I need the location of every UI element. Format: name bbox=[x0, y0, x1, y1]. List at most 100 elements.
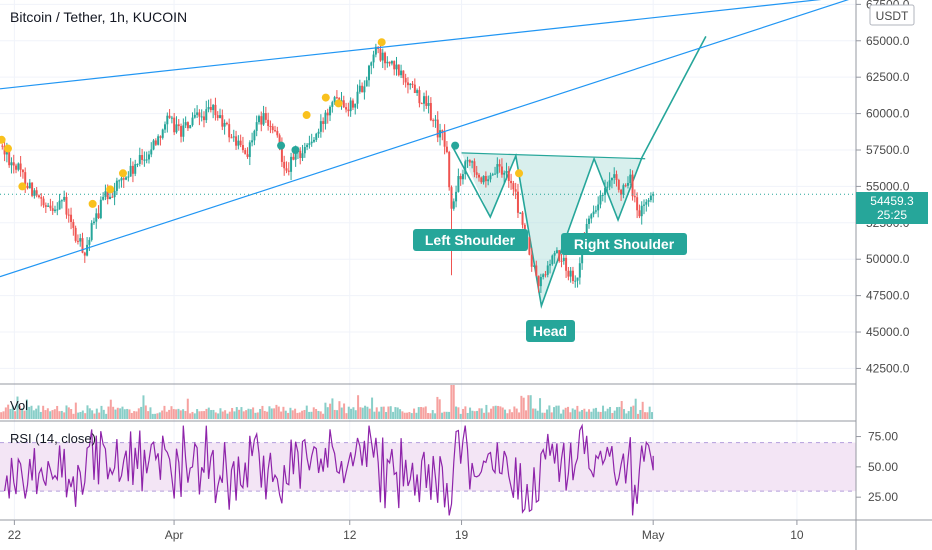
candle-body bbox=[244, 150, 247, 155]
currency-badge[interactable]: USDT bbox=[869, 4, 915, 26]
candle-body bbox=[384, 52, 387, 64]
volume-bar bbox=[242, 411, 245, 419]
rsi-label[interactable]: RSI (14, close) bbox=[10, 431, 96, 446]
volume-bar bbox=[252, 407, 255, 419]
candle-body bbox=[459, 176, 462, 180]
candle-body bbox=[33, 190, 36, 196]
price-tick-label: 42500.0 bbox=[866, 361, 910, 375]
candle-body bbox=[620, 189, 623, 195]
event-markers[interactable] bbox=[0, 38, 524, 208]
candle-body bbox=[175, 124, 178, 133]
volume-bar bbox=[25, 399, 28, 419]
candle-body bbox=[180, 126, 183, 137]
volume-bar bbox=[513, 406, 516, 419]
candle-body bbox=[198, 112, 201, 117]
wedge-trendlines[interactable] bbox=[0, 0, 856, 278]
event-marker-dot bbox=[106, 185, 115, 194]
volume-bar bbox=[392, 411, 395, 419]
volume-bar bbox=[221, 411, 224, 419]
left-shoulder-label[interactable]: Left Shoulder bbox=[413, 229, 528, 251]
candle-body bbox=[60, 200, 63, 202]
candle-body bbox=[65, 196, 68, 215]
volume-bar bbox=[284, 410, 287, 419]
volume-bar bbox=[420, 406, 423, 419]
head-label[interactable]: Head bbox=[526, 320, 575, 342]
time-tick-label: 19 bbox=[455, 528, 469, 542]
trendline bbox=[0, 0, 822, 90]
candle-body bbox=[40, 197, 43, 199]
volume-bar bbox=[128, 409, 131, 419]
head-and-shoulders-pattern[interactable] bbox=[451, 36, 707, 309]
candle-body bbox=[161, 129, 164, 138]
volume-bar bbox=[483, 412, 486, 419]
volume-bar bbox=[100, 405, 103, 419]
candle-body bbox=[17, 163, 20, 170]
volume-bar bbox=[368, 408, 371, 419]
candle-body bbox=[649, 195, 652, 201]
volume-bar bbox=[53, 409, 56, 419]
volume-bar bbox=[186, 398, 189, 419]
candle-body bbox=[99, 199, 102, 219]
candle-body bbox=[604, 187, 607, 195]
candle-body bbox=[372, 54, 375, 63]
volume-bar bbox=[70, 409, 73, 419]
volume-bar bbox=[473, 411, 476, 419]
candle-body bbox=[494, 173, 497, 175]
candle-body bbox=[422, 96, 425, 104]
candle-body bbox=[370, 62, 373, 66]
price-tick-label: 60000.0 bbox=[866, 107, 910, 121]
candle-body bbox=[608, 180, 611, 187]
candle-body bbox=[143, 159, 146, 161]
candle-body bbox=[15, 165, 18, 170]
candle-body bbox=[74, 227, 77, 241]
volume-bar bbox=[112, 406, 115, 419]
right-shoulder-label[interactable]: Right Shoulder bbox=[561, 233, 687, 255]
candle-body bbox=[553, 253, 556, 256]
time-tick-label: 22 bbox=[8, 528, 22, 542]
candle-body bbox=[299, 150, 302, 159]
candle-body bbox=[21, 169, 24, 173]
volume-bar bbox=[401, 411, 404, 419]
candle-body bbox=[79, 238, 82, 242]
volume-bar bbox=[329, 403, 332, 419]
candle-body bbox=[652, 194, 655, 196]
candle-body bbox=[436, 119, 439, 138]
volume-bar bbox=[606, 408, 609, 419]
candle-body bbox=[70, 214, 73, 222]
volume-bar bbox=[639, 410, 642, 419]
volume-bar bbox=[576, 405, 579, 419]
volume-bar bbox=[354, 410, 357, 419]
candle-body bbox=[386, 61, 389, 64]
volume-bar bbox=[452, 385, 455, 419]
candle-body bbox=[216, 115, 219, 118]
volume-bar bbox=[511, 412, 514, 419]
rsi-line bbox=[4, 423, 654, 516]
volume-bar bbox=[58, 411, 61, 419]
time-axis[interactable]: 22 Apr 12 19 May 10 bbox=[8, 520, 804, 542]
candle-body bbox=[283, 161, 286, 169]
volume-bar bbox=[464, 406, 467, 419]
volume-bar bbox=[212, 409, 215, 419]
volume-bar bbox=[107, 406, 110, 419]
rsi-axis[interactable]: 25.00 50.00 75.00 bbox=[856, 430, 898, 505]
candle-body bbox=[315, 133, 318, 140]
candle-body bbox=[125, 177, 128, 180]
volume-bar bbox=[273, 408, 276, 419]
volume-bar bbox=[590, 411, 593, 419]
volume-bar bbox=[366, 406, 369, 419]
candle-body bbox=[303, 147, 306, 154]
volume-bar bbox=[359, 407, 362, 419]
volume-bar bbox=[282, 406, 285, 419]
volume-bar bbox=[364, 405, 367, 419]
chart-title[interactable]: Bitcoin / Tether, 1h, KUCOIN bbox=[10, 9, 187, 25]
rsi-polyline bbox=[4, 423, 654, 516]
candle-body bbox=[345, 107, 348, 110]
candle-body bbox=[615, 174, 618, 181]
candle-body bbox=[326, 112, 329, 116]
volume-label[interactable]: Vol bbox=[10, 398, 28, 413]
candle-body bbox=[555, 250, 558, 254]
volume-bar bbox=[583, 408, 586, 419]
candle-body bbox=[425, 96, 428, 106]
